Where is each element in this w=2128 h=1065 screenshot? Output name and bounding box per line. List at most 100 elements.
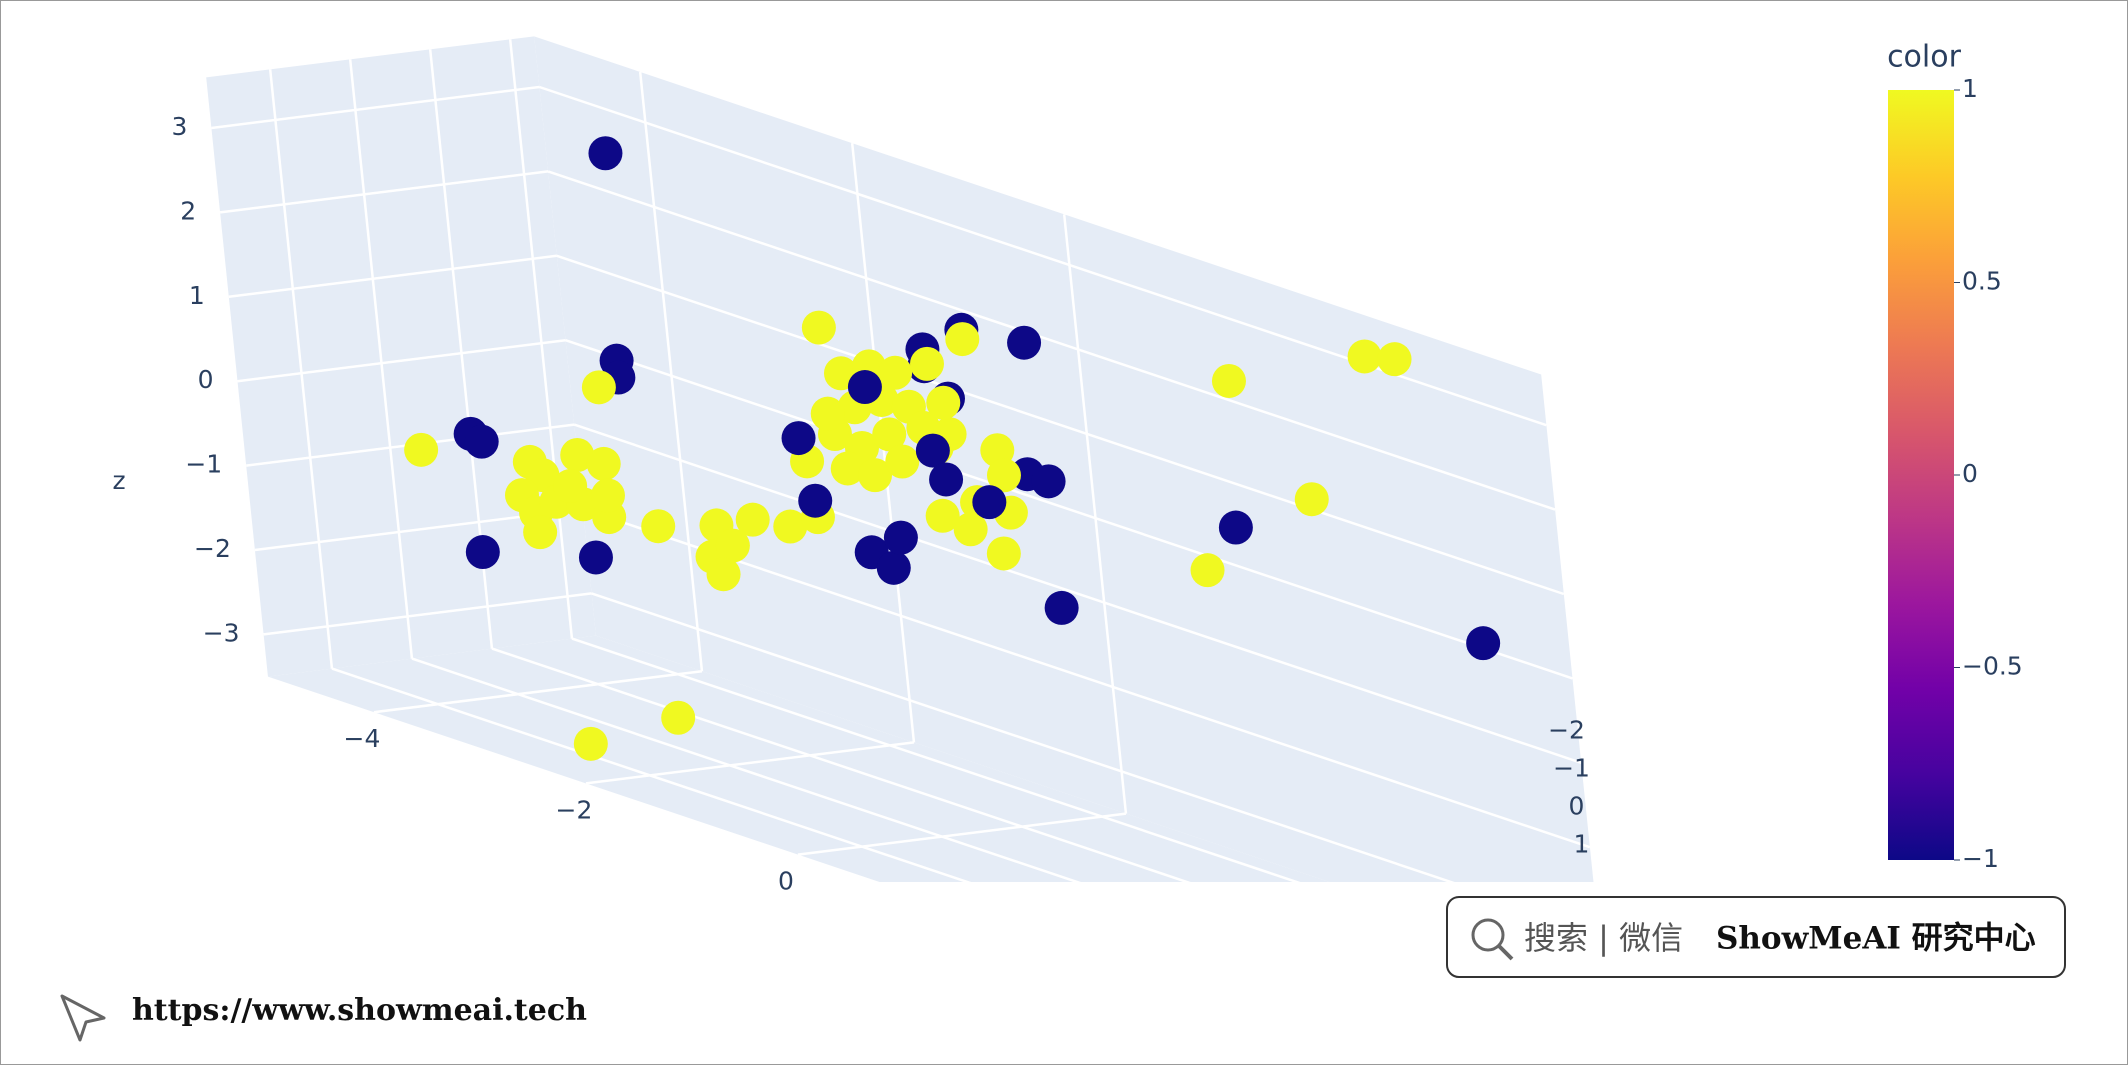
colorbar: color −1 −0.5 0 0.5 1 [1887, 40, 2023, 874]
url-text: https://www.showmeai.tech [132, 993, 587, 1028]
point [986, 536, 1021, 571]
colorbar-title: color [1887, 40, 1962, 75]
point [1218, 510, 1253, 545]
grid-line [539, 85, 1547, 427]
point [929, 462, 964, 497]
grid-line [508, 39, 574, 639]
point [1007, 325, 1042, 360]
point [1466, 626, 1501, 661]
z-tick-label: 3 [171, 112, 187, 141]
grid-line [411, 657, 1082, 882]
point [847, 370, 882, 405]
point [1347, 339, 1382, 374]
point [1377, 342, 1412, 377]
point [1044, 590, 1079, 625]
axis-labels: −3 −2 −1 0 1 2 3 −4 −2 0 −2 −1 0 1 [171, 112, 1589, 896]
colorbar-tick-label: 0 [1962, 459, 1978, 488]
point [781, 421, 816, 456]
wall [534, 36, 1594, 882]
point [523, 515, 558, 550]
grid-line [373, 669, 703, 714]
point [590, 478, 625, 513]
z-tick-label: −2 [194, 534, 231, 563]
point [560, 438, 595, 472]
grid-line [547, 170, 1556, 511]
search-icon-handle [1497, 944, 1514, 961]
point [872, 417, 907, 452]
point [578, 540, 613, 575]
z-tick-label: 2 [180, 196, 196, 225]
point [986, 458, 1021, 493]
brand-text: ShowMeAI 研究中心 [1716, 921, 2036, 957]
z-tick-label: −1 [185, 450, 222, 479]
x-tick-label: −2 [556, 795, 593, 824]
point [909, 346, 944, 381]
point [878, 355, 913, 390]
point [661, 700, 696, 735]
grid-line [263, 592, 592, 636]
link-icon [60, 994, 106, 1042]
colorbar-tick-label: 0.5 [1962, 267, 2002, 296]
point [1211, 363, 1246, 398]
grid-line [573, 423, 1582, 764]
point [883, 520, 918, 555]
grid-line [348, 59, 414, 659]
grid-line [237, 338, 566, 383]
point [953, 512, 988, 547]
point [1031, 464, 1066, 499]
colorbar-tick-label: −1 [1962, 844, 1999, 873]
colorbar-gradient [1888, 90, 1954, 860]
colorbar-tick-label: −0.5 [1962, 652, 2023, 681]
point [553, 469, 588, 504]
grid-line [1062, 214, 1128, 814]
point [801, 310, 836, 345]
point [706, 557, 741, 592]
grid-line [571, 637, 1301, 882]
grid-line [219, 170, 549, 214]
x-tick-label: 0 [778, 867, 794, 896]
point [1294, 482, 1329, 517]
point [926, 385, 961, 420]
grid-line [582, 507, 1591, 849]
point [586, 446, 621, 481]
point [876, 550, 911, 585]
point [945, 322, 980, 357]
point [581, 370, 616, 405]
grid-line [268, 69, 334, 669]
y-tick-label: −1 [1553, 753, 1590, 782]
point [715, 528, 750, 563]
point [588, 136, 623, 171]
grid-line [565, 339, 1573, 680]
point [830, 451, 865, 486]
search-box [1446, 896, 2066, 978]
point [810, 396, 845, 431]
point [573, 726, 608, 761]
z-tick-label: 1 [189, 281, 205, 310]
search-icon [1471, 918, 1505, 952]
grid-line [556, 254, 1565, 596]
wall [206, 36, 596, 677]
grid-line [228, 254, 557, 299]
grid-line [585, 741, 915, 785]
grid-line [591, 592, 1455, 882]
point [885, 444, 920, 479]
x-tick-label: −4 [344, 724, 381, 753]
scene [206, 36, 1594, 882]
point [915, 433, 950, 468]
grid-line [638, 71, 704, 672]
point [404, 432, 439, 467]
point [465, 535, 500, 570]
point [798, 483, 833, 518]
y-tick-label: 1 [1574, 829, 1590, 858]
point [925, 498, 960, 533]
search-text: 搜索 | 微信 [1524, 919, 1683, 957]
grid-line [211, 85, 540, 130]
y-tick-label: 0 [1569, 791, 1585, 820]
point [858, 458, 893, 493]
point [735, 502, 770, 537]
y-tick-label: −2 [1548, 715, 1585, 744]
colorbar-tick-label: 1 [1962, 74, 1978, 103]
point [641, 509, 676, 544]
z-tick-label: −3 [203, 618, 240, 647]
